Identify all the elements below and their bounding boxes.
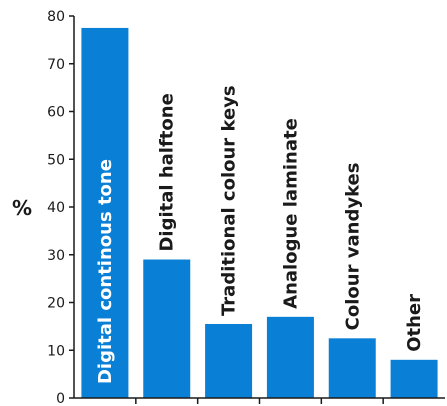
y-tick-label: 10 bbox=[47, 343, 65, 359]
y-tick-label: 40 bbox=[47, 200, 65, 216]
y-tick-label: 70 bbox=[47, 57, 65, 73]
bar-labels: Digital continous tone Digital halftone Tr… bbox=[95, 85, 425, 384]
bar bbox=[205, 323, 253, 398]
y-tick-label: 50 bbox=[47, 152, 65, 168]
y-tick-label: 60 bbox=[47, 105, 65, 121]
bar bbox=[81, 27, 129, 398]
x-axis-ticks bbox=[135, 398, 384, 404]
y-tick-label: 30 bbox=[47, 248, 65, 264]
bar bbox=[143, 259, 191, 398]
category-label: Digital continous tone bbox=[95, 159, 116, 384]
y-tick-label: 80 bbox=[47, 9, 65, 25]
bar bbox=[328, 338, 376, 398]
category-label: Digital halftone bbox=[157, 93, 178, 251]
y-tick-label: 20 bbox=[47, 296, 65, 312]
y-tick-label: 0 bbox=[56, 391, 65, 406]
category-label: Analogue laminate bbox=[280, 118, 301, 309]
category-label: Traditional colour keys bbox=[219, 85, 240, 316]
y-axis-label: % bbox=[12, 196, 32, 220]
bar bbox=[390, 359, 438, 398]
bar bbox=[266, 316, 314, 398]
category-label: Other bbox=[404, 294, 425, 352]
category-label: Colour vandykes bbox=[342, 163, 363, 331]
bars bbox=[81, 27, 438, 398]
y-axis-ticks: 0 10 20 30 40 50 60 70 80 bbox=[47, 9, 74, 406]
